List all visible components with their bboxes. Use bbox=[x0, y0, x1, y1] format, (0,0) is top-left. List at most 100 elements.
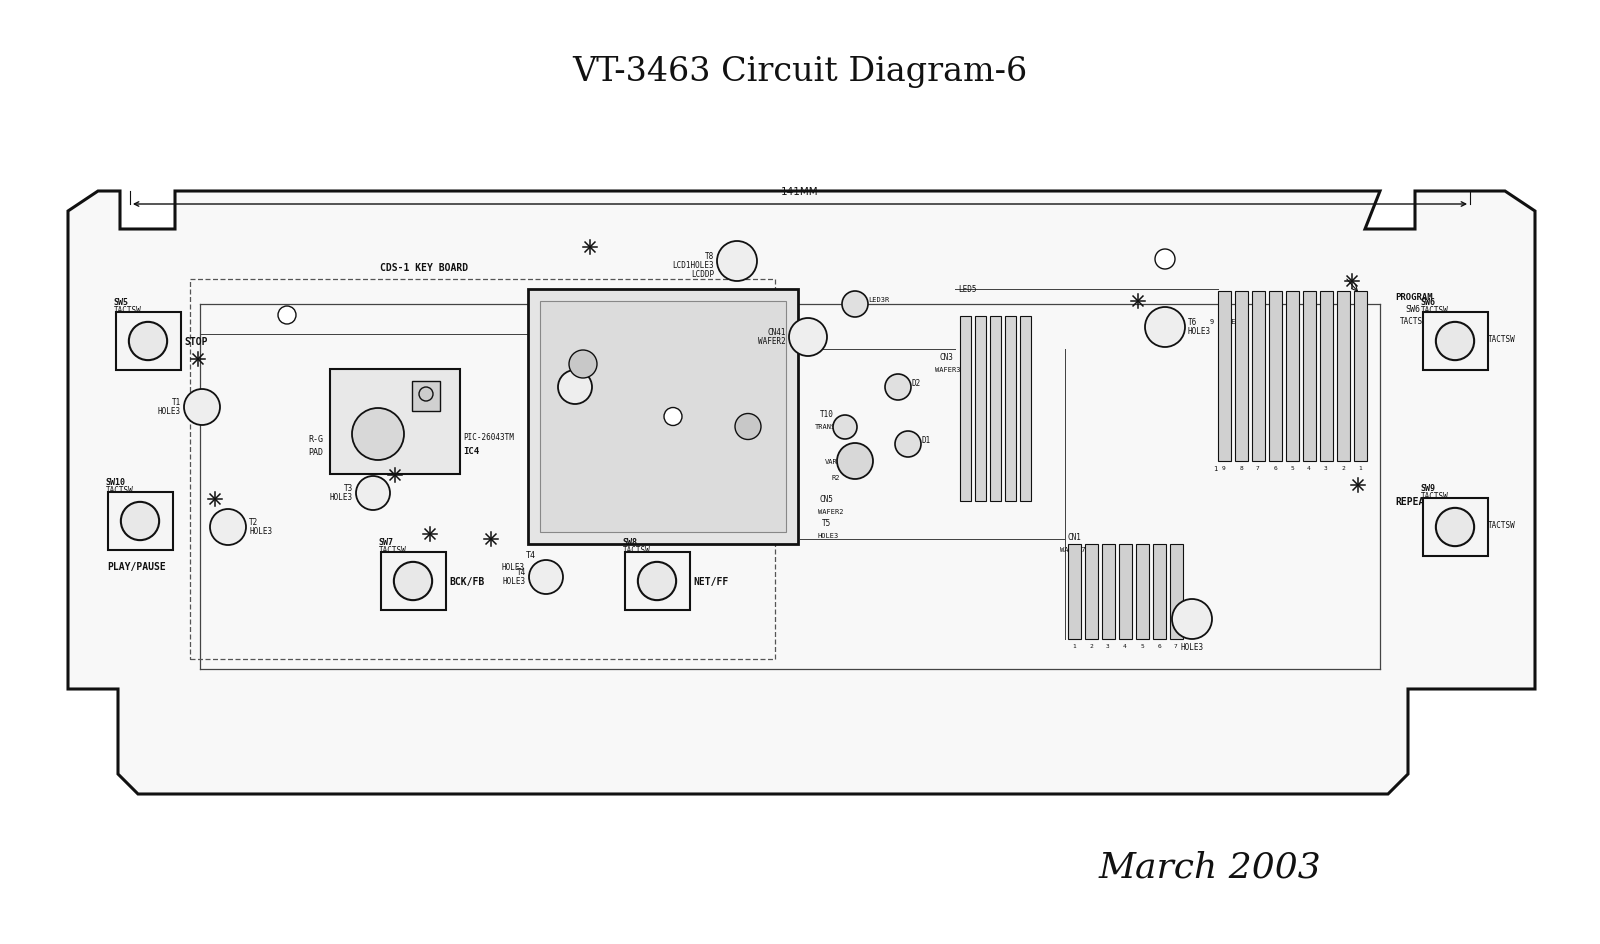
Bar bbox=[190, 279, 774, 659]
Text: PIC-26043TM: PIC-26043TM bbox=[462, 433, 514, 442]
Text: 4: 4 bbox=[1123, 643, 1126, 649]
Text: PLAY/PAUSE: PLAY/PAUSE bbox=[107, 562, 166, 571]
Circle shape bbox=[1435, 508, 1474, 547]
Bar bbox=[1269, 292, 1282, 462]
Circle shape bbox=[894, 431, 922, 458]
Bar bbox=[1118, 545, 1133, 639]
Circle shape bbox=[419, 388, 434, 401]
Text: TACTSW: TACTSW bbox=[1421, 492, 1448, 501]
Bar bbox=[413, 381, 440, 412]
Text: 1: 1 bbox=[1358, 465, 1362, 470]
Text: NET/FF: NET/FF bbox=[693, 577, 728, 586]
Text: VT-3463 Circuit Diagram-6: VT-3463 Circuit Diagram-6 bbox=[573, 56, 1027, 88]
Text: 2: 2 bbox=[1090, 643, 1093, 649]
Circle shape bbox=[842, 292, 867, 318]
Text: 4: 4 bbox=[1307, 465, 1310, 470]
Bar bbox=[1170, 545, 1182, 639]
Text: CN1: CN1 bbox=[1069, 533, 1082, 542]
Bar bbox=[541, 302, 786, 532]
Text: 1: 1 bbox=[1072, 643, 1075, 649]
Text: SW9: SW9 bbox=[1421, 484, 1435, 493]
Text: SW10: SW10 bbox=[106, 478, 125, 487]
Polygon shape bbox=[67, 192, 1534, 794]
Bar bbox=[1422, 498, 1488, 556]
Text: LED5: LED5 bbox=[958, 285, 976, 295]
Text: 7: 7 bbox=[1174, 643, 1178, 649]
Text: CDS-1 KEY BOARD: CDS-1 KEY BOARD bbox=[381, 262, 469, 273]
Bar bbox=[1235, 292, 1248, 462]
Text: SW5: SW5 bbox=[114, 298, 128, 307]
Circle shape bbox=[530, 561, 563, 595]
Text: T4: T4 bbox=[517, 568, 526, 577]
Text: 6: 6 bbox=[1157, 643, 1162, 649]
Text: PAD: PAD bbox=[307, 448, 323, 457]
Bar bbox=[1354, 292, 1366, 462]
Text: CN2: CN2 bbox=[1218, 305, 1232, 314]
Text: SW7: SW7 bbox=[379, 538, 394, 547]
Text: 7: 7 bbox=[1256, 465, 1259, 470]
Circle shape bbox=[664, 408, 682, 426]
Text: WAFER7: WAFER7 bbox=[1059, 547, 1085, 552]
Bar bbox=[330, 370, 461, 475]
Circle shape bbox=[570, 350, 597, 379]
Text: WAFER2: WAFER2 bbox=[758, 337, 786, 346]
Text: R-G: R-G bbox=[307, 435, 323, 444]
Circle shape bbox=[837, 444, 874, 480]
Text: T1: T1 bbox=[171, 398, 181, 407]
Bar bbox=[1102, 545, 1115, 639]
Bar bbox=[1338, 292, 1350, 462]
Circle shape bbox=[394, 563, 432, 600]
Circle shape bbox=[210, 510, 246, 546]
Bar bbox=[990, 316, 1002, 501]
Text: TACTSW: TACTSW bbox=[1421, 306, 1448, 315]
Text: LED3R: LED3R bbox=[867, 296, 890, 303]
Text: LCDDP: LCDDP bbox=[691, 270, 714, 279]
Bar bbox=[381, 552, 445, 611]
Text: T10: T10 bbox=[819, 410, 834, 419]
Bar bbox=[1218, 292, 1230, 462]
Text: SW6: SW6 bbox=[1421, 298, 1435, 307]
Circle shape bbox=[1155, 250, 1174, 270]
Text: T6: T6 bbox=[1187, 318, 1197, 328]
Bar bbox=[1320, 292, 1333, 462]
Text: T3: T3 bbox=[344, 484, 354, 493]
Bar bbox=[1085, 545, 1098, 639]
Text: TRANS: TRANS bbox=[814, 424, 837, 430]
Circle shape bbox=[558, 371, 592, 405]
Bar bbox=[1136, 545, 1149, 639]
Text: WAFER2: WAFER2 bbox=[818, 509, 843, 514]
Text: PROGRAM: PROGRAM bbox=[1395, 294, 1432, 302]
Bar bbox=[1021, 316, 1030, 501]
Text: HOLE3: HOLE3 bbox=[502, 563, 525, 572]
Text: IC4: IC4 bbox=[462, 447, 478, 456]
Text: CN3: CN3 bbox=[941, 353, 954, 362]
Text: STOP: STOP bbox=[184, 337, 208, 346]
Circle shape bbox=[130, 323, 166, 361]
Text: TACTSW: TACTSW bbox=[1488, 335, 1515, 345]
Text: HOLE3: HOLE3 bbox=[330, 493, 354, 502]
Bar bbox=[528, 290, 798, 545]
Circle shape bbox=[184, 390, 221, 426]
Text: HOLE3: HOLE3 bbox=[158, 407, 181, 416]
Text: HOLE3: HOLE3 bbox=[250, 527, 272, 536]
Text: T9: T9 bbox=[546, 379, 555, 387]
Text: VAR: VAR bbox=[826, 459, 838, 464]
Text: WAFER3: WAFER3 bbox=[934, 366, 960, 373]
Text: 5: 5 bbox=[1290, 465, 1294, 470]
Circle shape bbox=[734, 414, 762, 440]
Bar bbox=[960, 316, 971, 501]
Circle shape bbox=[278, 307, 296, 325]
Text: CN5: CN5 bbox=[819, 495, 834, 504]
Circle shape bbox=[834, 415, 858, 440]
Text: TACTSW: TACTSW bbox=[106, 486, 133, 495]
Text: 141MM: 141MM bbox=[781, 187, 819, 196]
Bar bbox=[115, 312, 181, 371]
Text: 9 WAFER9: 9 WAFER9 bbox=[1210, 319, 1245, 325]
Bar bbox=[1069, 545, 1082, 639]
Bar bbox=[1005, 316, 1016, 501]
Circle shape bbox=[1435, 323, 1474, 361]
Text: 3: 3 bbox=[1106, 643, 1110, 649]
Text: T5: T5 bbox=[822, 519, 832, 528]
Text: 2: 2 bbox=[1341, 465, 1346, 470]
Text: 6: 6 bbox=[1274, 465, 1277, 470]
